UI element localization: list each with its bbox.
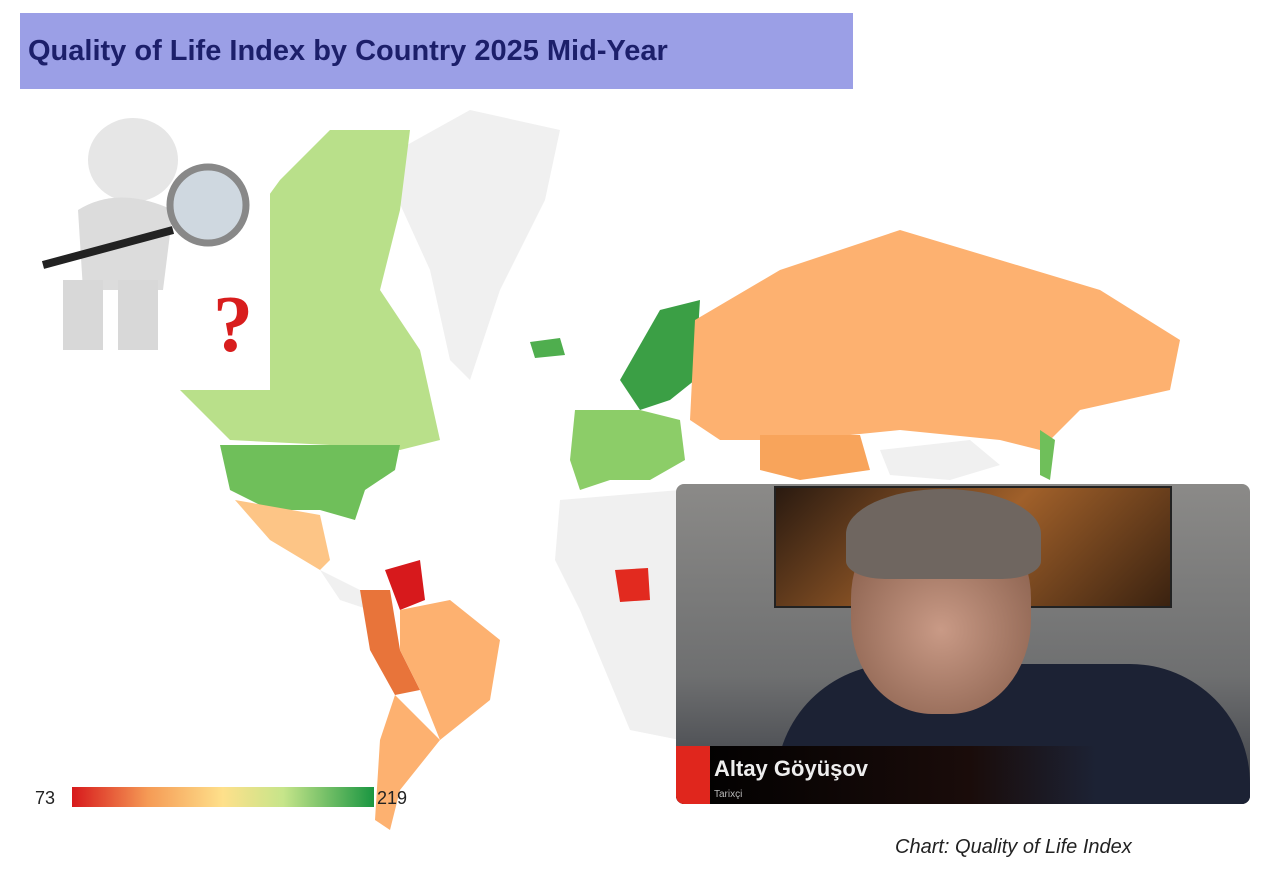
video-overlay: Altay Göyüşov Tarixçi: [676, 484, 1250, 804]
southern-cone: [375, 695, 440, 830]
title-text: Quality of Life Index by Country 2025 Mi…: [28, 34, 668, 67]
legend-max: 219: [377, 788, 408, 808]
person-with-magnifier-icon: [41, 118, 250, 350]
nigeria: [615, 568, 650, 602]
central-america: [320, 570, 370, 610]
mexico: [235, 500, 330, 570]
color-scale-bar: [72, 787, 374, 807]
colombia-peru: [360, 590, 420, 695]
greenland: [380, 110, 560, 380]
western-europe: [570, 410, 685, 490]
source-caption: Chart: Quality of Life Index: [895, 836, 1132, 858]
world-map: [180, 110, 1180, 830]
brazil: [400, 600, 500, 740]
venezuela: [385, 560, 425, 610]
japan: [1040, 430, 1055, 480]
mongolia-china: [880, 440, 1000, 480]
channel-logo-icon: [676, 746, 710, 804]
name-plate: Altay Göyüşov Tarixçi: [676, 746, 1096, 804]
iceland: [530, 338, 565, 358]
scandinavia: [620, 300, 700, 410]
thinker-illustration: ?: [23, 100, 270, 390]
speaker-role: Tarixçi: [714, 789, 743, 800]
speaker-name: Altay Göyüşov: [714, 756, 869, 781]
central-asia: [760, 435, 870, 480]
legend-min: 73: [35, 788, 56, 808]
usa: [220, 445, 400, 520]
map-title: Quality of Life Index by Country 2025 Mi…: [20, 13, 853, 89]
question-mark-icon: ?: [213, 281, 253, 369]
north-africa: [555, 490, 680, 740]
speaker-hair: [846, 489, 1041, 579]
russia: [690, 230, 1180, 450]
